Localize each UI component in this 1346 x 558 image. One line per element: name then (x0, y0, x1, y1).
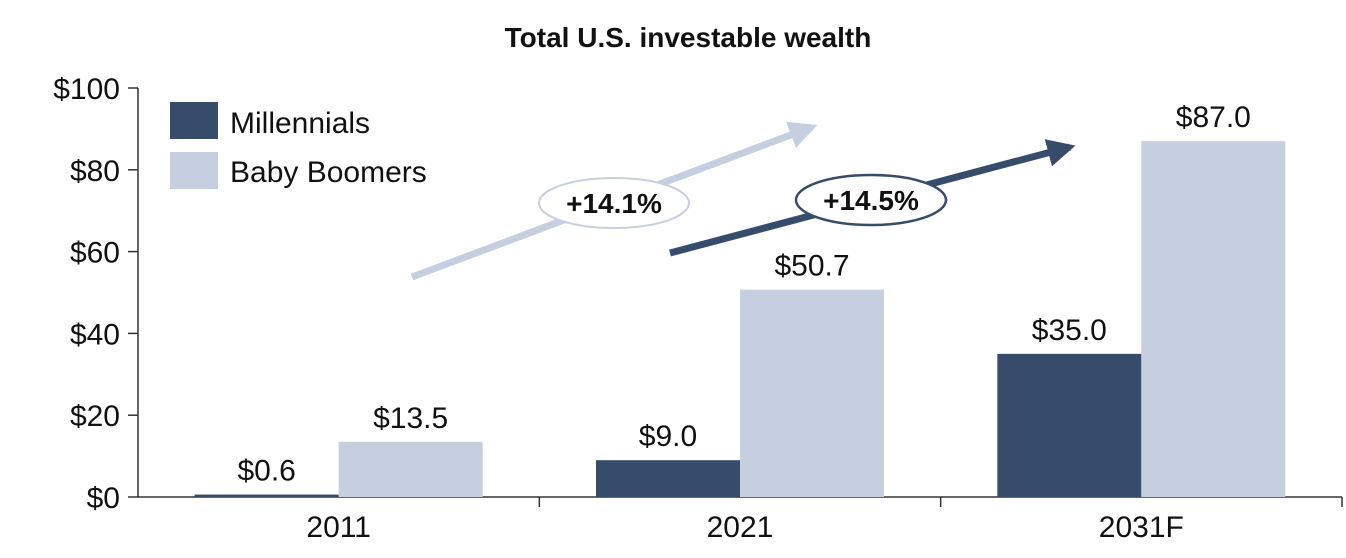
data-label-millennials: $9.0 (639, 420, 697, 453)
data-label-baby-boomers: $50.7 (774, 250, 849, 283)
legend-swatch-baby-boomers (170, 152, 218, 189)
y-tick-label: $20 (70, 400, 120, 433)
bar-baby-boomers (338, 441, 483, 497)
growth-ellipse-millennials (794, 173, 948, 227)
growth-ellipse-baby-boomers (538, 177, 690, 229)
y-tick-label: $40 (70, 318, 120, 351)
legend-label-millennials: Millennials (230, 107, 370, 140)
bar-millennials (596, 460, 740, 497)
data-label-baby-boomers: $87.0 (1176, 101, 1251, 134)
data-label-millennials: $0.6 (237, 455, 295, 488)
y-tick-label: $60 (70, 237, 120, 270)
legend-swatch-millennials (170, 102, 218, 139)
x-axis: 2011 2021 2031F (138, 496, 1343, 544)
y-axis: $0 $20 $40 $60 $80 $100 (53, 73, 139, 515)
growth-annotations: +14.1% +14.5% (410, 121, 1076, 281)
bar-baby-boomers (1141, 141, 1286, 498)
x-tick-label: 2011 (306, 511, 371, 544)
y-tick-label: $0 (87, 482, 120, 515)
data-label-baby-boomers: $13.5 (373, 402, 448, 435)
growth-label-baby-boomers: +14.1% (566, 188, 662, 219)
bar-millennials (194, 494, 339, 497)
chart-title: Total U.S. investable wealth (505, 22, 872, 53)
data-labels: $0.6 $13.5 $9.0 $50.7 $35.0 $87.0 (237, 101, 1250, 487)
x-tick-label: 2031F (1099, 511, 1184, 544)
y-tick-label: $80 (70, 155, 120, 188)
legend-label-baby-boomers: Baby Boomers (230, 156, 427, 189)
data-label-millennials: $35.0 (1032, 314, 1107, 347)
bar-millennials (997, 353, 1142, 497)
bar-baby-boomers (740, 289, 884, 497)
growth-label-millennials: +14.5% (823, 185, 919, 216)
y-tick-label: $100 (53, 73, 120, 106)
x-tick-label: 2021 (707, 511, 774, 544)
bars (194, 141, 1286, 498)
legend: Millennials Baby Boomers (170, 102, 427, 189)
